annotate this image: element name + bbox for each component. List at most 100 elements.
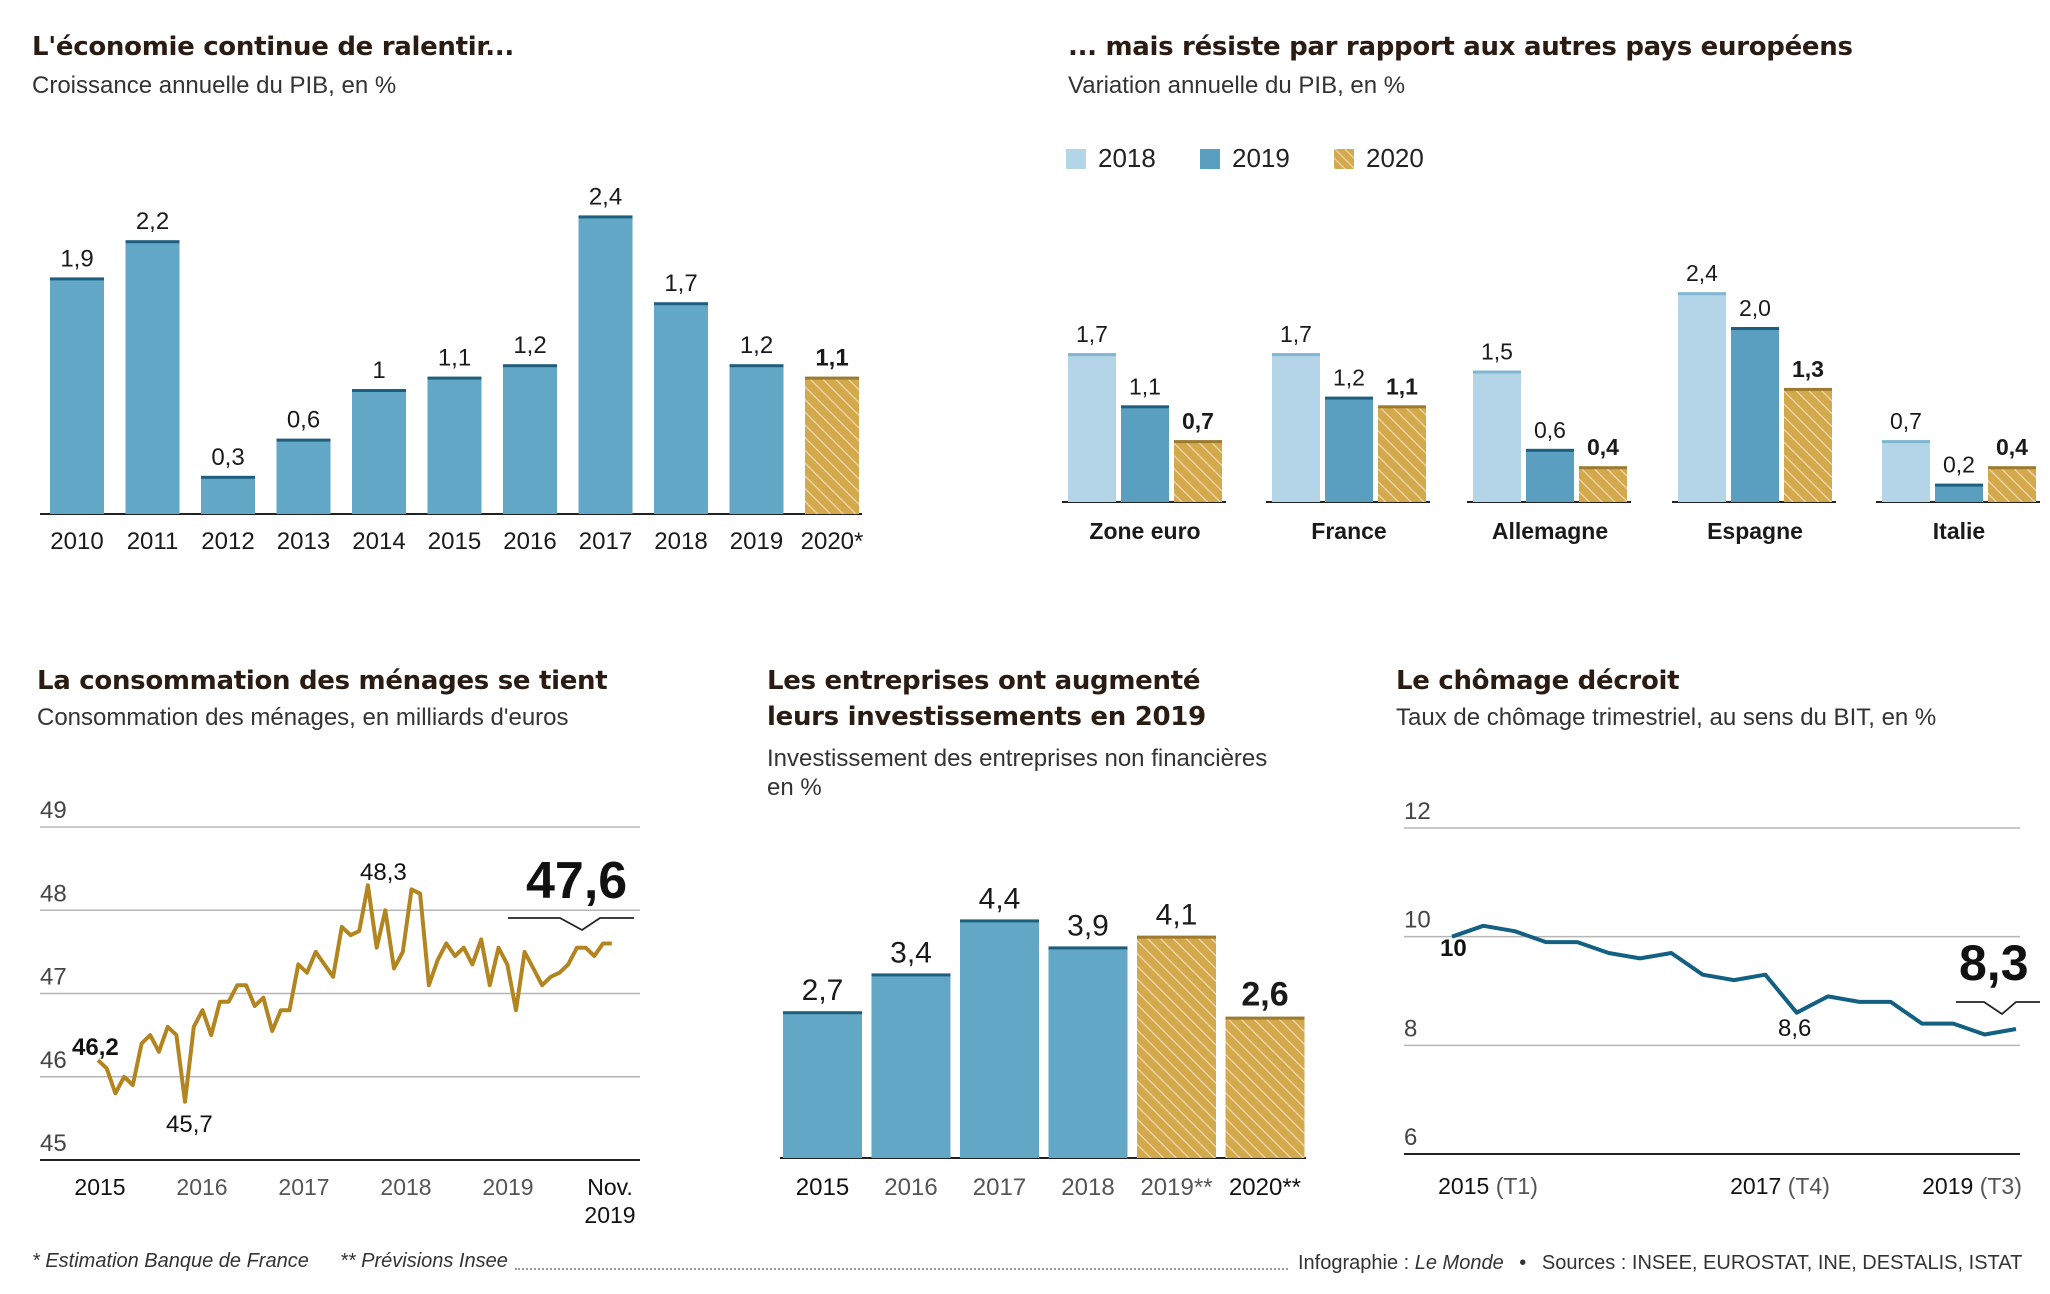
bar-2017-2-cap <box>960 919 1039 923</box>
unemployment-line-chart: 12 10 8 6 2015 (T1) 2017 (T4) 2019 (T3) 10 8,6 8,… <box>1404 798 2040 1199</box>
panel5-title: Le chômage décroit <box>1396 666 1680 696</box>
bar-Allemagne-2018 <box>1473 371 1521 502</box>
bar-2018-3 <box>1048 947 1128 1158</box>
bar-Zone euro-2018-cap <box>1068 353 1116 357</box>
bar-2019-4-cap <box>1137 935 1216 939</box>
category-label-France: France <box>1311 518 1386 544</box>
x-tick-year-2015: 2015 <box>1438 1173 1496 1199</box>
bar-2019-4-hatch <box>1137 936 1216 1158</box>
bar-Zone euro-2019-cap <box>1121 405 1169 409</box>
tick-label-2013: 2013 <box>277 528 330 555</box>
bar-2011 <box>125 241 180 514</box>
value-label-Italie-2020: 0,4 <box>1996 434 2028 460</box>
y-tick-48: 48 <box>40 880 67 907</box>
tick-label-2019: 2019 <box>730 528 783 555</box>
bar-2018-3-cap <box>1048 946 1128 950</box>
panel4-subtitle-line2: en % <box>767 774 822 801</box>
panel2-title: ... mais résiste par rapport aux autres … <box>1068 32 1853 62</box>
value-label-2011: 2,2 <box>136 208 169 235</box>
tick-label-2020-5: 2020** <box>1229 1174 1301 1201</box>
footer-le-monde: Le Monde <box>1414 1252 1504 1274</box>
value-label-2015-0: 2,7 <box>802 974 844 1007</box>
x-tick-quarter-2017: (T4) <box>1788 1173 1830 1199</box>
x-tick-2019-5-1: 2019 <box>584 1202 635 1228</box>
value-label-2012: 0,3 <box>211 444 244 471</box>
x-tick-2015: 2015 (T1) <box>1438 1173 1538 1199</box>
bar-2017 <box>578 216 633 514</box>
legend-item-2019: 2019 <box>1200 143 1290 174</box>
footer-credits: Infographie : Le Monde • Sources : INSEE… <box>1298 1252 2022 1275</box>
investment-bar-chart: 2,7 2015 3,4 2016 4,4 2017 3,9 2018 4,1 2019** 2,6… <box>780 882 1306 1201</box>
category-label-Italie: Italie <box>1933 518 1985 544</box>
legend-label-2019: 2019 <box>1232 143 1290 173</box>
value-label-2014: 1 <box>372 357 385 384</box>
bar-France-2020-cap <box>1378 405 1426 409</box>
bar-Italie-2018-cap <box>1882 440 1930 444</box>
value-label-Italie-2019: 0,2 <box>1943 452 1975 478</box>
bar-Allemagne-2018-cap <box>1473 370 1521 374</box>
value-label-2010: 1,9 <box>60 245 93 272</box>
value-label-2017: 2,4 <box>589 183 622 210</box>
bar-2016 <box>503 365 557 514</box>
bar-2016-1 <box>871 974 951 1158</box>
bar-Allemagne-2019 <box>1526 449 1574 502</box>
panel5-subtitle: Taux de chômage trimestriel, au sens du … <box>1396 704 1937 731</box>
bar-2011-cap <box>125 240 180 244</box>
bar-2015-0-cap <box>783 1011 862 1015</box>
value-label-2016: 1,2 <box>513 332 546 359</box>
bar-2019-cap <box>729 364 784 368</box>
bar-2016-1-cap <box>871 973 951 977</box>
bar-2012 <box>201 476 255 514</box>
value-label-Zone euro-2018: 1,7 <box>1076 321 1108 347</box>
y-tick-45: 45 <box>40 1130 67 1157</box>
x-tick-2017: 2017 (T4) <box>1730 1173 1830 1199</box>
bar-France-2018 <box>1272 354 1320 502</box>
bar-Italie-2019 <box>1935 484 1983 502</box>
bar-2012-cap <box>201 475 255 479</box>
bar-Espagne-2018 <box>1678 293 1726 502</box>
footer-bullet: • <box>1519 1252 1527 1274</box>
bar-Espagne-2018-cap <box>1678 292 1726 296</box>
bar-2010-cap <box>50 277 104 281</box>
bar-Italie-2018 <box>1882 441 1930 502</box>
bar-Italie-2020-hatch <box>1988 467 2036 502</box>
x-tick-2015-0-0: 2015 <box>74 1174 125 1200</box>
annotation-max-value: 48,3 <box>360 859 407 886</box>
legend-swatch-2018 <box>1066 149 1086 169</box>
annotation-callout <box>1956 1001 2040 1016</box>
tick-label-2020*: 2020* <box>801 528 864 555</box>
bar-2014-cap <box>352 389 406 392</box>
annotation-mid-value: 8,6 <box>1778 1015 1811 1042</box>
x-tick-2019-4-0: 2019 <box>482 1174 533 1200</box>
annotation-start-value: 46,2 <box>72 1034 119 1061</box>
value-label-2020*: 1,1 <box>815 345 848 372</box>
x-tick-2019: 2019 (T3) <box>1922 1173 2022 1199</box>
x-tick-2017-2-0: 2017 <box>278 1174 329 1200</box>
tick-label-2014: 2014 <box>352 528 405 555</box>
bar-Espagne-2020-hatch <box>1784 388 1832 502</box>
footer-infographie: Infographie : <box>1298 1252 1415 1274</box>
value-label-France-2018: 1,7 <box>1280 321 1312 347</box>
annotation-callout <box>508 917 634 932</box>
value-label-2019-4: 4,1 <box>1156 899 1198 932</box>
bar-Espagne-2020-cap <box>1784 387 1832 391</box>
value-label-2017-2: 4,4 <box>979 882 1021 915</box>
value-label-2015: 1,1 <box>438 345 471 372</box>
gdp-growth-bar-chart: 1,9 2010 2,2 2011 0,3 2012 0,6 2013 1 2014 1,1 2015… <box>40 183 864 555</box>
value-label-Allemagne-2020: 0,4 <box>1587 434 1619 460</box>
bar-2015-cap <box>427 376 482 380</box>
legend-label-2018: 2018 <box>1098 143 1156 173</box>
value-label-France-2019: 1,2 <box>1333 365 1365 391</box>
bar-Zone euro-2020-cap <box>1174 440 1222 444</box>
tick-label-2016: 2016 <box>503 528 556 555</box>
bar-France-2020-hatch <box>1378 406 1426 502</box>
bar-Allemagne-2020-cap <box>1579 466 1627 470</box>
panel1-subtitle: Croissance annuelle du PIB, en % <box>32 72 397 99</box>
annotation-min-value: 45,7 <box>166 1111 213 1138</box>
tick-label-2016-1: 2016 <box>884 1174 937 1201</box>
y-tick-12: 12 <box>1404 798 1431 825</box>
panel2-subtitle: Variation annuelle du PIB, en % <box>1068 72 1406 99</box>
bar-France-2019-cap <box>1325 396 1373 400</box>
legend-swatch-2019 <box>1200 149 1220 169</box>
